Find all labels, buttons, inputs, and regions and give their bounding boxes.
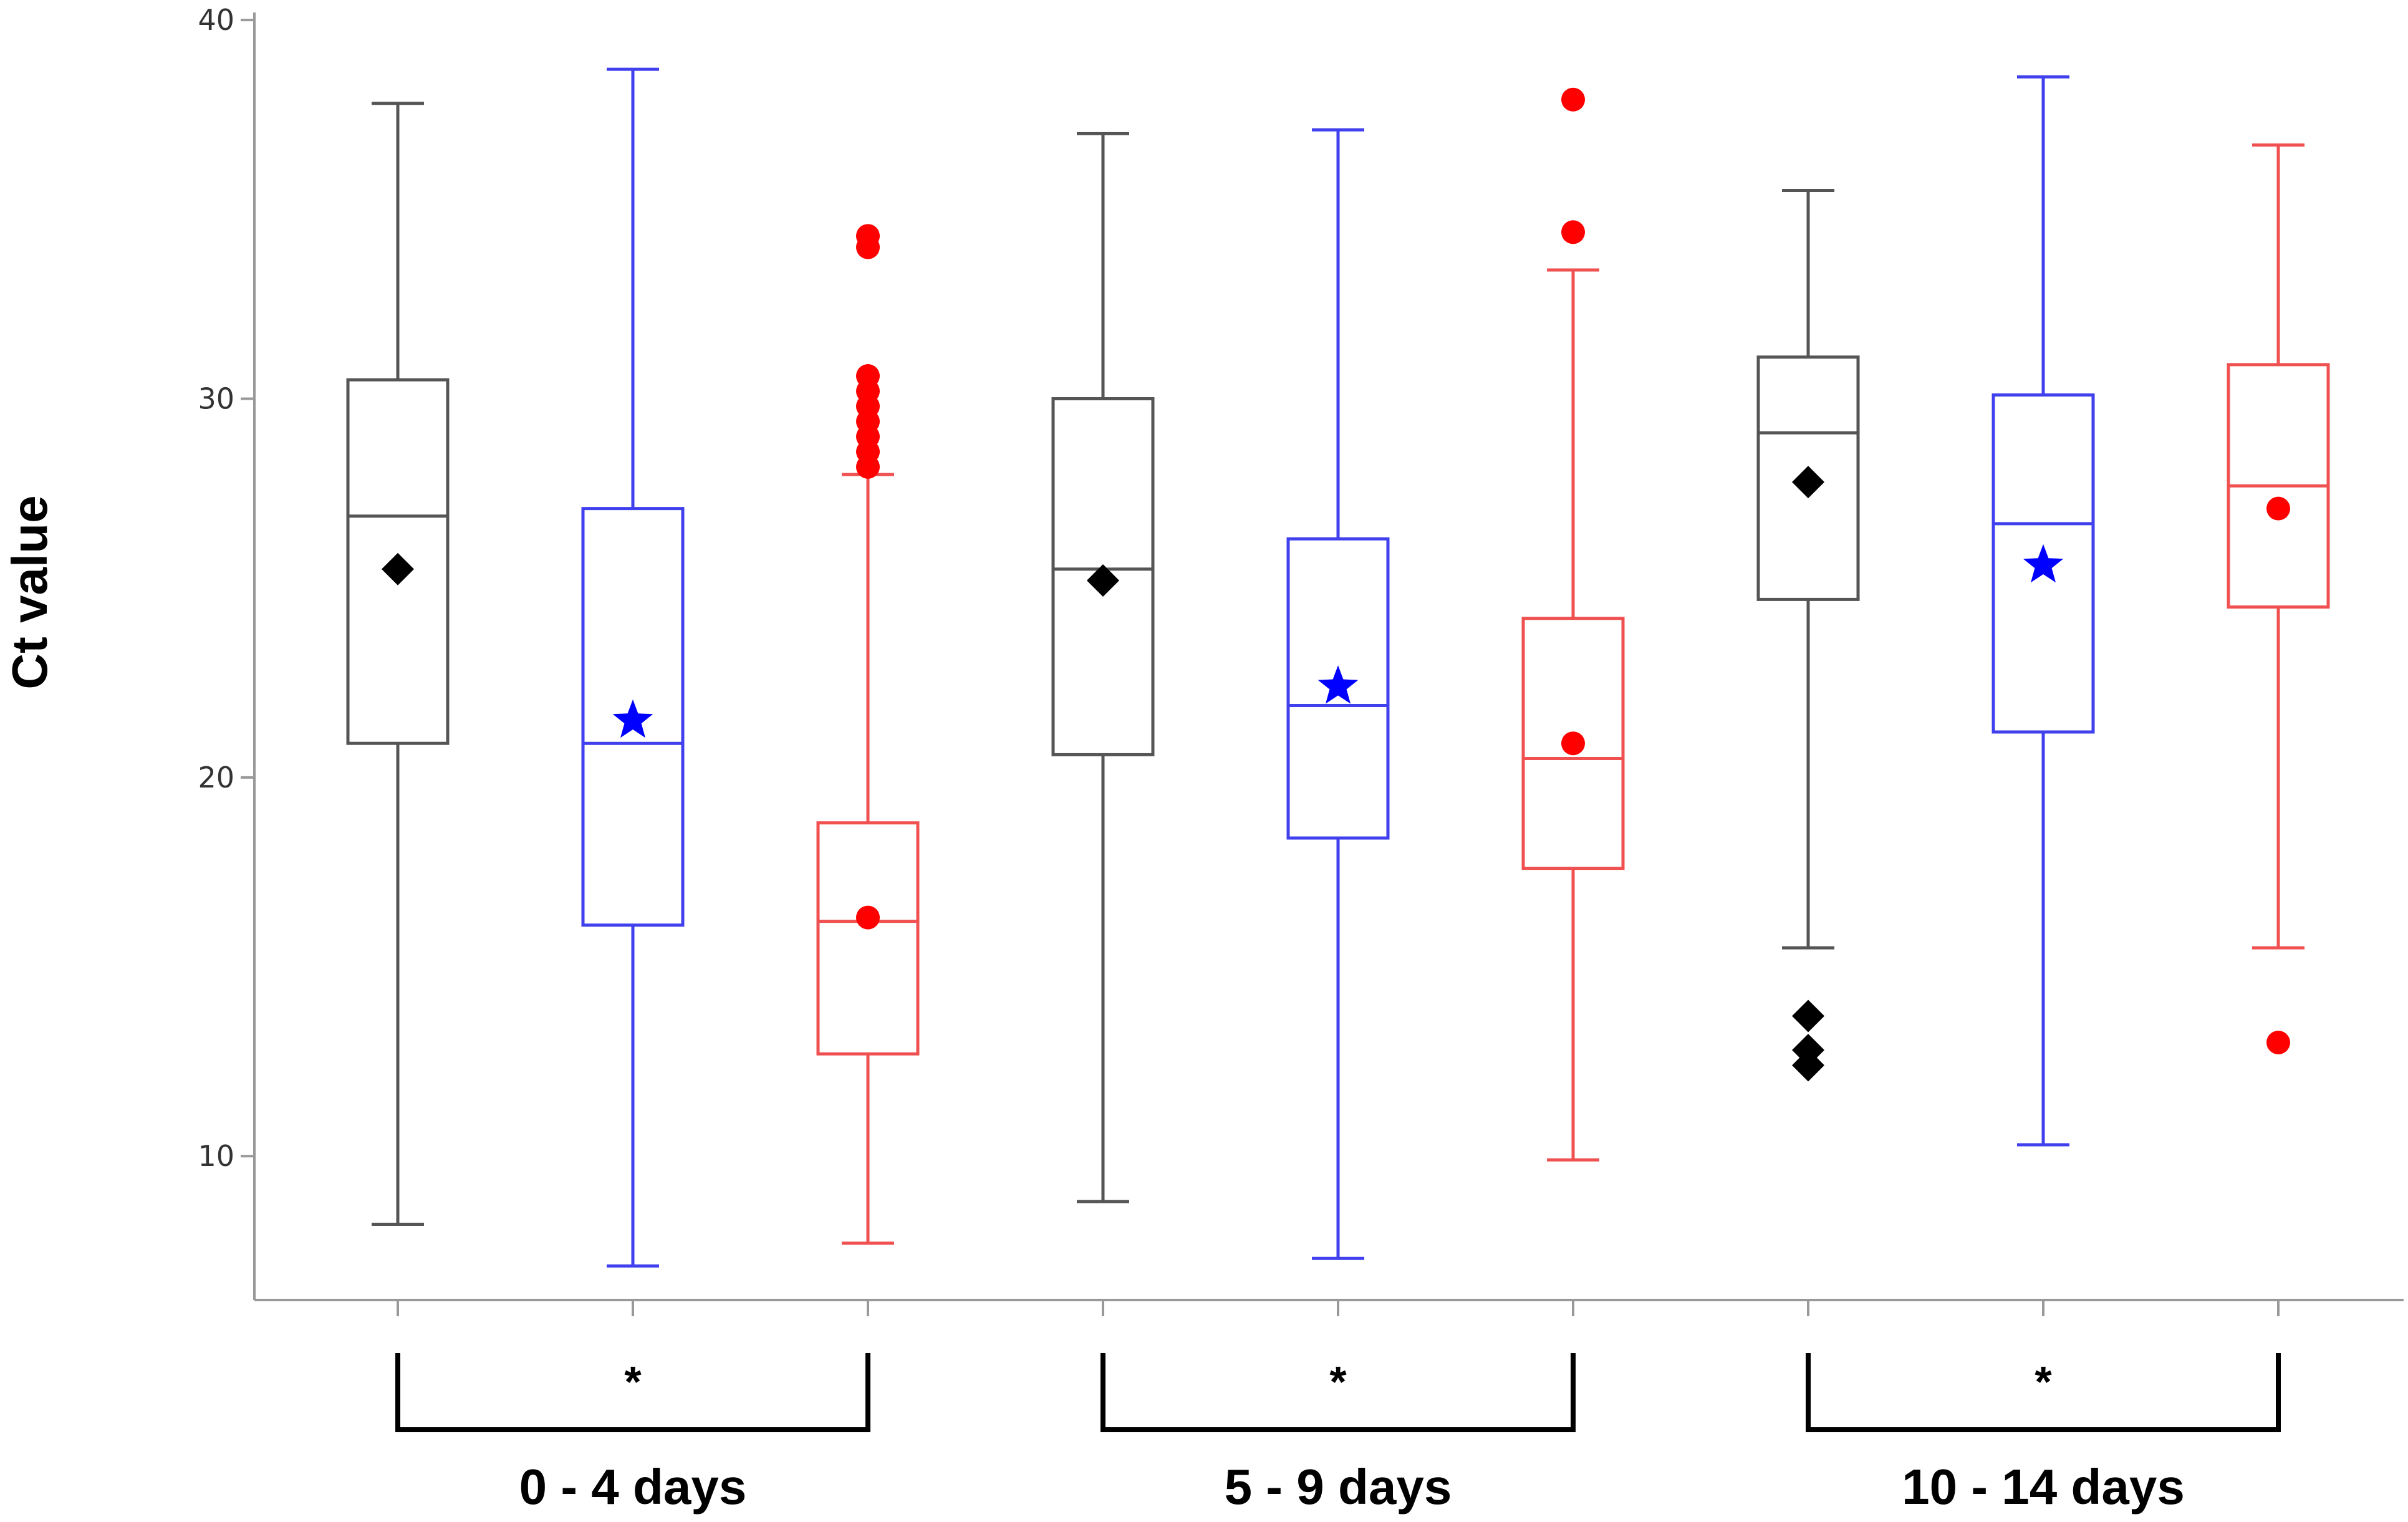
group-bracket [1806, 1353, 2281, 1432]
mean-marker [382, 552, 414, 585]
iqr-box [1521, 617, 1625, 870]
significance-marker: * [2035, 1357, 2052, 1406]
mean-marker [612, 699, 653, 738]
group-bracket [1100, 1353, 1576, 1432]
group-label: 0 - 4 days [519, 1459, 747, 1515]
outlier-point [1792, 999, 1824, 1033]
iqr-box [346, 378, 450, 745]
outlier-point [856, 235, 880, 259]
y-axis-label: Ct value [2, 495, 57, 689]
iqr-box [1991, 393, 2095, 734]
iqr-box [1756, 355, 1860, 601]
mean-marker [1561, 731, 1585, 756]
y-tick-label: 40 [198, 3, 234, 37]
y-tick-label: 10 [198, 1139, 234, 1173]
group-bracket [395, 1353, 870, 1432]
iqr-box [1051, 397, 1155, 756]
iqr-box [1286, 537, 1390, 840]
mean-marker [2023, 544, 2064, 583]
outlier-point [1792, 1049, 1824, 1082]
outlier-point [2266, 1031, 2290, 1054]
outlier-point [1561, 87, 1585, 112]
iqr-box [581, 507, 685, 927]
y-tick-label: 30 [198, 382, 234, 416]
significance-marker: * [624, 1357, 642, 1406]
outlier-point [1561, 220, 1585, 244]
mean-marker [1792, 466, 1824, 499]
plot-area: 10 20 30 40 * 0 - 4 days * 5 - 9 days * 10 - 14 d… [198, 3, 2404, 1515]
outlier-point [856, 455, 880, 479]
mean-marker [1317, 665, 1359, 704]
mean-marker [856, 905, 880, 930]
significance-marker: * [1329, 1357, 1347, 1406]
group-label: 5 - 9 days [1225, 1459, 1452, 1515]
iqr-box [816, 821, 920, 1056]
mean-marker [1087, 564, 1119, 597]
mean-marker [2266, 496, 2290, 521]
group-label: 10 - 14 days [1902, 1459, 2185, 1515]
y-tick-label: 20 [198, 761, 234, 794]
